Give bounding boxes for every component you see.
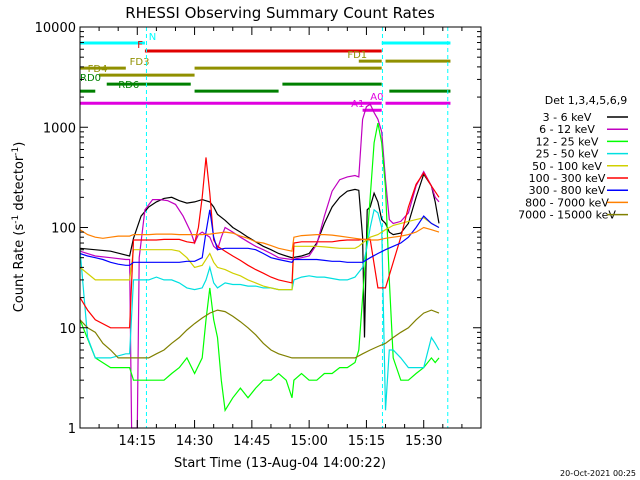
legend-label: 3 - 6 keV [543,111,592,124]
y-tick-label: 10000 [35,21,76,36]
legend-title: Det 1,3,4,5,6,9 [545,94,628,107]
y-tick-label: 1000 [43,121,76,136]
flag-label-fd4: FD4 [88,64,108,75]
y-tick-label: 100 [51,222,76,237]
legend-label: 50 - 100 keV [532,160,602,173]
x-tick-label: 14:30 [176,434,213,449]
axis-ticks-group: 14:15 14:30 14:45 15:00 15:15 15:30 1 10 100 1000… [35,21,481,449]
series-line-8 [79,226,440,252]
y-tick-label: 1 [68,422,76,437]
legend-label: 25 - 50 keV [536,148,599,161]
vertical-markers-group [145,27,449,428]
x-tick-label: 14:45 [233,434,270,449]
y-axis-label: Count Rate (s-1 detector-1) [11,142,27,313]
footer-date: 20-Oct-2021 00:25 [560,469,636,478]
series-line-7 [79,209,440,266]
chart-title: RHESSI Observing Summary Count Rates [125,4,435,22]
x-axis-label: Start Time (13-Aug-04 14:00:22) [174,456,386,471]
x-tick-label: 14:15 [119,434,156,449]
flag-label-rd6: RD6 [118,80,139,91]
legend-label: 800 - 7000 keV [525,196,609,209]
y-tick-label: 10 [59,322,76,337]
series-line-3 [79,122,440,413]
legend-label: 300 - 800 keV [529,184,606,197]
flag-label-n: N [149,32,156,43]
series-line-6 [79,157,440,329]
flag-label-rd0: RD0 [80,73,101,84]
legend-label: 12 - 25 keV [536,135,599,148]
legend-label: 6 - 12 keV [539,123,595,136]
series-line-5 [79,217,440,291]
flag-label-a0: A0 [370,92,383,103]
flag-label-fd3: FD3 [130,57,150,68]
legend-label: 100 - 300 keV [529,172,606,185]
series-line-2 [79,103,440,429]
x-tick-label: 15:30 [405,434,442,449]
series-lines-group [79,103,440,429]
x-tick-label: 15:15 [348,434,385,449]
legend-label: 7000 - 15000 keV [518,209,616,222]
flag-label-fd1: FD1 [347,50,367,61]
flag-label-a1: A1 [351,99,364,110]
x-tick-label: 15:00 [290,434,327,449]
flag-label-f: F [137,40,143,51]
series-line-9 [79,309,440,359]
